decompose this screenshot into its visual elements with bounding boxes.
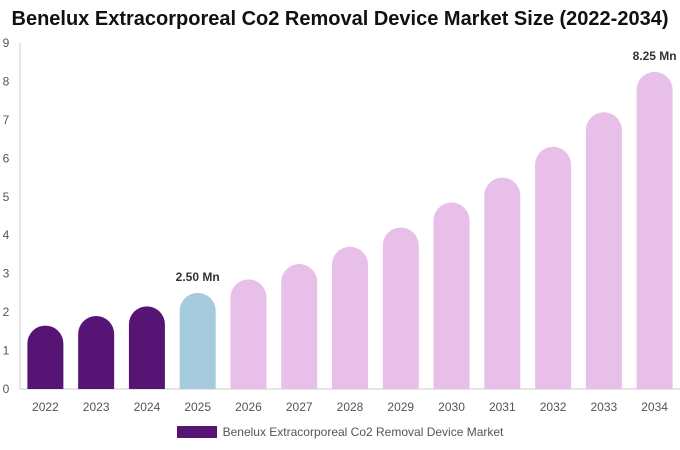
data-label-2034: 8.25 Mn: [633, 49, 677, 63]
bar-2023: [78, 315, 115, 389]
data-label-2025: 2.50 Mn: [176, 270, 220, 284]
x-tick-label-2030: 2030: [438, 400, 465, 414]
bar-2027: [281, 264, 318, 389]
x-tick-label-2034: 2034: [641, 400, 668, 414]
y-tick-label-4: 4: [3, 228, 10, 242]
bar-2024: [128, 306, 165, 389]
bar-2031: [484, 177, 521, 389]
x-tick-label-2026: 2026: [235, 400, 262, 414]
y-tick-label-7: 7: [3, 113, 10, 127]
y-tick-label-2: 2: [3, 305, 10, 319]
x-tick-label-2025: 2025: [184, 400, 211, 414]
y-tick-label-3: 3: [3, 267, 10, 281]
bar-2028: [332, 246, 368, 389]
x-tick-label-2031: 2031: [489, 400, 516, 414]
bar-2025: [179, 292, 216, 389]
x-tick-label-2027: 2027: [286, 400, 313, 414]
legend-label: Benelux Extracorporeal Co2 Removal Devic…: [222, 425, 504, 439]
bars: [27, 71, 673, 389]
legend-swatch: [176, 426, 217, 438]
bar-2029: [382, 227, 419, 389]
bar-2022: [27, 325, 64, 389]
x-tick-label-2029: 2029: [387, 400, 414, 414]
x-tick-label-2033: 2033: [590, 400, 617, 414]
legend: Benelux Extracorporeal Co2 Removal Devic…: [0, 425, 680, 439]
y-axis-ticks: 0 1 2 3 4 5 6 7 8 9: [3, 36, 10, 396]
y-tick-label-9: 9: [3, 36, 10, 50]
y-tick-label-6: 6: [3, 151, 10, 165]
bar-2026: [230, 279, 267, 389]
bar-2030: [433, 202, 470, 389]
x-axis-ticks: 2022 2023 2024 2025 2026 2027 2028 2029 2030 2031…: [32, 400, 668, 414]
bar-2034: [636, 71, 673, 389]
x-tick-label-2024: 2024: [134, 400, 161, 414]
chart-title: Benelux Extracorporeal Co2 Removal Devic…: [11, 8, 669, 30]
bar-2033: [585, 112, 622, 389]
y-tick-label-8: 8: [3, 74, 10, 88]
y-tick-label-1: 1: [3, 344, 10, 358]
y-tick-label-0: 0: [3, 382, 10, 396]
x-tick-label-2028: 2028: [337, 400, 364, 414]
x-tick-label-2032: 2032: [540, 400, 567, 414]
y-tick-label-5: 5: [3, 190, 10, 204]
bar-2032: [535, 146, 572, 389]
x-tick-label-2023: 2023: [83, 400, 110, 414]
data-labels: 2.50 Mn 8.25 Mn: [176, 49, 677, 284]
x-tick-label-2022: 2022: [32, 400, 59, 414]
